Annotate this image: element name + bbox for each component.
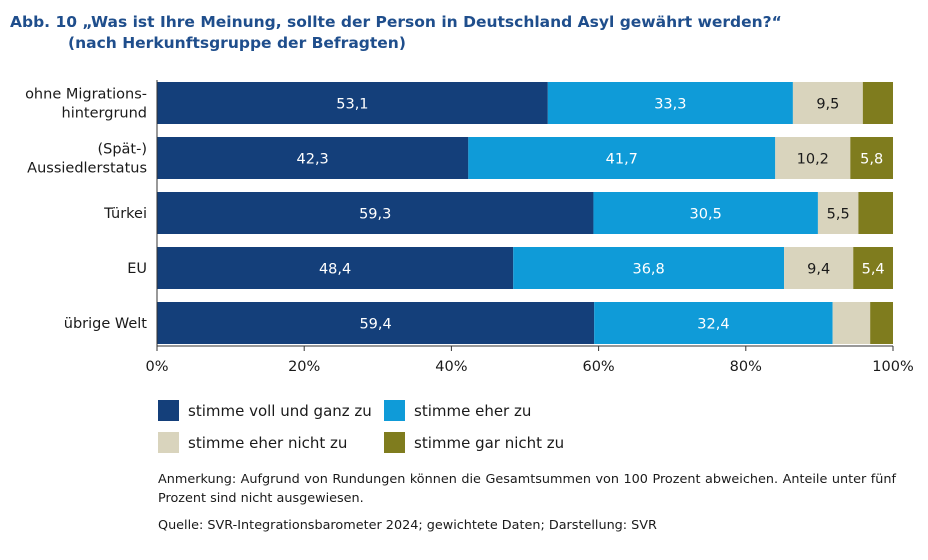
bar-segment (775, 137, 851, 179)
data-label: 30,5 (690, 207, 722, 223)
data-label: 48,4 (319, 262, 351, 278)
category-label: Türkei (103, 206, 147, 222)
x-tick-label: 100% (872, 359, 913, 375)
bar-segment (832, 302, 871, 344)
legend-label-3: stimme eher nicht zu (188, 433, 348, 452)
bar-segment (157, 82, 548, 124)
bar-segment (157, 302, 595, 344)
data-label: 53,1 (336, 97, 368, 113)
legend-label-4: stimme gar nicht zu (414, 433, 565, 452)
bar-segment (853, 247, 893, 289)
data-label: 33,3 (654, 97, 686, 113)
x-tick-label: 0% (145, 359, 168, 375)
data-label: 59,4 (359, 317, 391, 333)
bar-segment (858, 192, 893, 234)
data-label: 41,7 (606, 152, 638, 168)
stacked-bar-chart: 53,1 33,3 9,5 ohne Migrations-hintergrund 42… (25, 80, 914, 375)
bar-segment (157, 247, 514, 289)
data-label: 10,2 (797, 152, 829, 168)
legend-label-2: stimme eher zu (414, 401, 532, 420)
chart-source: Quelle: SVR-Integrationsbarometer 2024; … (158, 518, 657, 533)
legend-label-1: stimme voll und ganz zu (188, 401, 372, 420)
legend-swatch-3 (158, 432, 179, 453)
bar-segment (862, 82, 893, 124)
bar-segment (513, 247, 785, 289)
data-label: 5,4 (862, 262, 885, 278)
legend-item-3: stimme eher nicht zu (158, 432, 347, 453)
chart-note: Anmerkung: Aufgrund von Rundungen können… (158, 472, 896, 506)
bar-segment (792, 82, 863, 124)
data-label: 59,3 (359, 207, 391, 223)
legend-item-1: stimme voll und ganz zu (158, 400, 372, 421)
data-label: 5,8 (860, 152, 883, 168)
bar-segment (468, 137, 776, 179)
bar-segment (850, 137, 893, 179)
data-label: 36,8 (632, 262, 664, 278)
legend-swatch-2 (384, 400, 405, 421)
category-label: ohne Migrations- (25, 87, 147, 103)
legend-item-2: stimme eher zu (384, 400, 531, 421)
x-tick-label: 40% (435, 359, 467, 375)
x-tick-label: 20% (288, 359, 320, 375)
category-label: hintergrund (62, 106, 147, 122)
bar-segment (157, 137, 469, 179)
bar-segment (870, 302, 893, 344)
bar-segment (594, 302, 833, 344)
title-line-1: Abb. 10 „Was ist Ihre Meinung, sollte de… (10, 13, 782, 31)
bar-segment (784, 247, 854, 289)
chart-title: Abb. 10 „Was ist Ihre Meinung, sollte de… (10, 12, 782, 54)
category-label: Aussiedlerstatus (27, 161, 147, 177)
data-label: 9,5 (816, 97, 839, 113)
category-label: EU (127, 261, 147, 277)
legend-swatch-4 (384, 432, 405, 453)
bar-segment (817, 192, 859, 234)
legend: stimme voll und ganz zu stimme eher zu s… (158, 398, 898, 458)
bar-segment (157, 192, 594, 234)
data-label: 32,4 (697, 317, 729, 333)
x-tick-label: 80% (730, 359, 762, 375)
category-label: übrige Welt (64, 316, 148, 332)
legend-swatch-1 (158, 400, 179, 421)
legend-item-4: stimme gar nicht zu (384, 432, 564, 453)
x-tick-label: 60% (582, 359, 614, 375)
data-label: 5,5 (827, 207, 850, 223)
data-label: 42,3 (297, 152, 329, 168)
bar-segment (547, 82, 793, 124)
data-label: 9,4 (807, 262, 830, 278)
bar-segment (593, 192, 818, 234)
category-label: (Spät-) (97, 142, 147, 158)
title-line-2: (nach Herkunftsgruppe der Befragten) (68, 34, 406, 52)
